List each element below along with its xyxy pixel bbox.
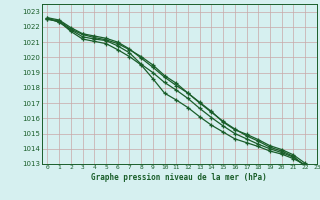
X-axis label: Graphe pression niveau de la mer (hPa): Graphe pression niveau de la mer (hPa)	[91, 173, 267, 182]
